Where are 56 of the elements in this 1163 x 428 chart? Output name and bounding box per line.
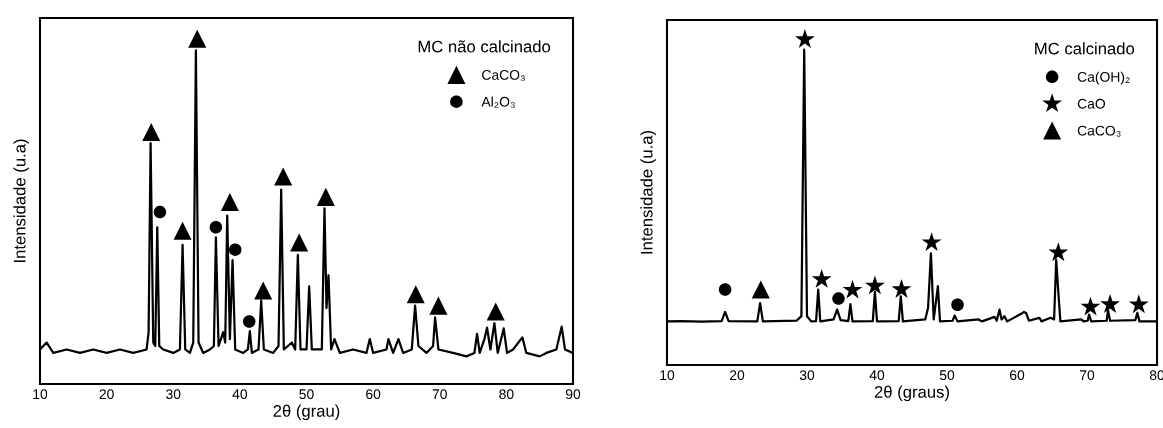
point bbox=[429, 296, 448, 315]
point bbox=[751, 280, 770, 299]
point bbox=[1080, 296, 1101, 316]
x-tick-label: 50 bbox=[299, 389, 314, 400]
point bbox=[228, 243, 242, 256]
x-axis-title: 2θ (grau) bbox=[273, 404, 340, 421]
y-axis-title: Intensidade (u.a) bbox=[13, 139, 29, 262]
point bbox=[153, 205, 167, 219]
x-tick-label: 40 bbox=[232, 389, 248, 400]
x-tick-label: 80 bbox=[499, 389, 514, 400]
point bbox=[220, 193, 239, 212]
point bbox=[718, 283, 732, 296]
x-tick-label: 20 bbox=[729, 370, 745, 381]
point bbox=[1048, 242, 1069, 262]
point bbox=[188, 29, 207, 48]
point bbox=[406, 285, 425, 304]
x-tick-label: 30 bbox=[799, 370, 815, 381]
y-axis-title: Intensidade (u.a) bbox=[640, 130, 656, 254]
x-tick-label: 60 bbox=[1009, 370, 1025, 381]
x-tick-label: 70 bbox=[432, 389, 447, 400]
x-tick-label: 60 bbox=[366, 389, 381, 400]
point bbox=[486, 302, 505, 321]
x-tick-label: 50 bbox=[939, 370, 955, 381]
point bbox=[794, 29, 815, 48]
legend-label: CaCO₃ bbox=[1077, 125, 1121, 137]
point bbox=[290, 233, 309, 252]
point bbox=[864, 275, 885, 295]
point bbox=[1100, 294, 1121, 313]
x-tick-label: 10 bbox=[33, 389, 48, 400]
legend-label: Al₂O₃ bbox=[481, 96, 515, 108]
legend-title: MC não calcinado bbox=[418, 40, 551, 53]
x-tick-label: 30 bbox=[166, 389, 181, 400]
point bbox=[316, 187, 335, 206]
point bbox=[274, 167, 293, 186]
x-tick-label: 10 bbox=[660, 370, 675, 381]
x-tick-label: 40 bbox=[869, 370, 885, 381]
point bbox=[142, 122, 161, 141]
point bbox=[811, 268, 832, 288]
point bbox=[832, 292, 845, 305]
point bbox=[921, 232, 942, 252]
point bbox=[951, 298, 964, 312]
point bbox=[891, 279, 912, 298]
x-tick-label: 90 bbox=[565, 389, 581, 400]
x-tick-label: 70 bbox=[1079, 370, 1095, 381]
x-tick-label: 20 bbox=[99, 389, 114, 400]
legend-title: MC calcinado bbox=[1035, 42, 1135, 55]
point bbox=[242, 315, 256, 328]
legend-label: Ca(OH)₂ bbox=[1077, 71, 1130, 85]
point bbox=[1128, 294, 1149, 314]
legend-label: CaO bbox=[1077, 98, 1106, 109]
point bbox=[842, 279, 863, 299]
point bbox=[254, 281, 273, 300]
legend-label: CaCO₃ bbox=[482, 70, 525, 81]
x-axis-title: 2θ (graus) bbox=[874, 385, 949, 402]
point bbox=[173, 221, 192, 240]
point bbox=[209, 220, 223, 234]
